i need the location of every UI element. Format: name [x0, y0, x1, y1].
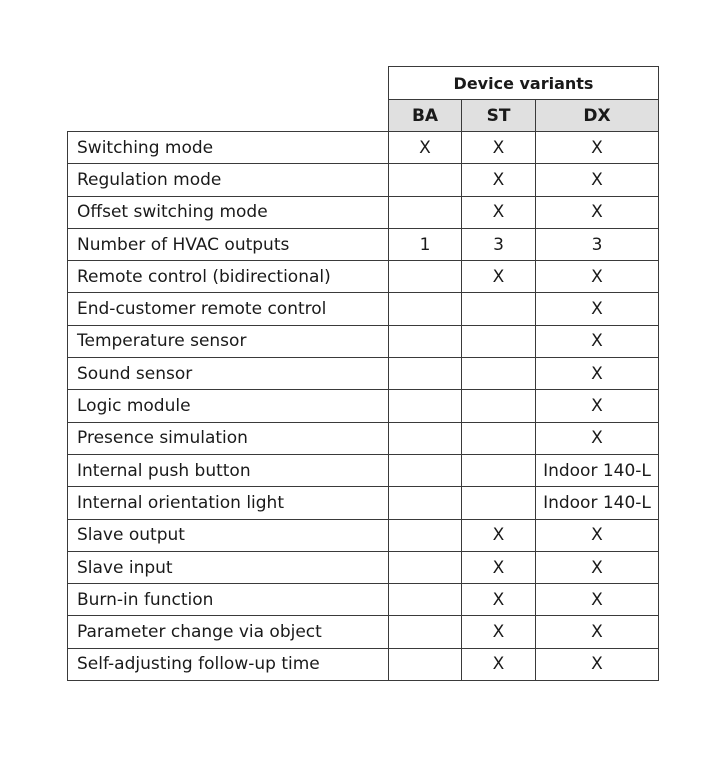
value-cell-dx: Indoor 140-L — [535, 453, 659, 488]
value-cell-ba: 1 — [388, 227, 462, 262]
value-cell-st — [461, 324, 536, 359]
table-row: Slave output X X — [67, 518, 659, 552]
feature-cell: Parameter change via object — [67, 615, 389, 649]
value-cell-st: X — [461, 518, 536, 552]
feature-cell: Self-adjusting follow-up time — [67, 647, 389, 682]
value-cell-dx: X — [535, 550, 659, 585]
value-cell-ba — [388, 163, 462, 197]
value-cell-dx: X — [535, 421, 659, 455]
value-cell-ba: X — [388, 130, 462, 165]
table-row: Remote control (bidirectional) X X — [67, 260, 659, 294]
value-cell-st: X — [461, 195, 536, 229]
group-header-row: Device variants — [68, 66, 659, 100]
value-cell-dx: X — [535, 195, 659, 229]
value-cell-st: 3 — [461, 227, 536, 262]
value-cell-ba — [388, 324, 462, 359]
value-cell-dx: X — [535, 583, 659, 617]
value-cell-ba — [388, 195, 462, 229]
table-row: Temperature sensor X — [67, 324, 659, 359]
table-row: Internal push button Indoor 140-L — [67, 453, 659, 488]
value-cell-ba — [388, 421, 462, 455]
table-row: Slave input X X — [67, 550, 659, 585]
value-cell-ba — [388, 583, 462, 617]
table-row: Self-adjusting follow-up time X X — [67, 647, 659, 682]
value-cell-dx: Indoor 140-L — [535, 486, 659, 520]
value-cell-dx: X — [535, 163, 659, 197]
feature-cell: Number of HVAC outputs — [67, 227, 389, 262]
value-cell-ba — [388, 389, 462, 423]
feature-cell: End-customer remote control — [67, 292, 389, 326]
blank-corner — [68, 67, 389, 132]
feature-cell: Sound sensor — [67, 357, 389, 391]
feature-cell: Switching mode — [67, 130, 389, 165]
table-row: Sound sensor X — [67, 357, 659, 391]
table-row: Presence simulation X — [67, 421, 659, 455]
value-cell-ba — [388, 292, 462, 326]
column-header-dx: DX — [535, 99, 659, 132]
value-cell-dx: X — [535, 389, 659, 423]
feature-cell: Burn-in function — [67, 583, 389, 617]
value-cell-dx: 3 — [535, 227, 659, 262]
table-row: Number of HVAC outputs 1 3 3 — [67, 227, 659, 262]
feature-cell: Offset switching mode — [67, 195, 389, 229]
feature-cell: Logic module — [67, 389, 389, 423]
value-cell-st: X — [461, 615, 536, 649]
device-variants-table: Device variants BA ST DX Switching mode X… — [67, 66, 659, 682]
value-cell-dx: X — [535, 324, 659, 359]
value-cell-st — [461, 453, 536, 488]
value-cell-dx: X — [535, 260, 659, 294]
feature-cell: Internal push button — [67, 453, 389, 488]
value-cell-ba — [388, 550, 462, 585]
value-cell-ba — [388, 647, 462, 682]
value-cell-ba — [388, 486, 462, 520]
value-cell-dx: X — [535, 130, 659, 165]
feature-cell: Internal orientation light — [67, 486, 389, 520]
value-cell-dx: X — [535, 357, 659, 391]
value-cell-st: X — [461, 260, 536, 294]
table-row: Regulation mode X X — [67, 163, 659, 197]
value-cell-st: X — [461, 647, 536, 682]
feature-cell: Regulation mode — [67, 163, 389, 197]
value-cell-dx: X — [535, 292, 659, 326]
table-row: Switching mode X X X — [67, 130, 659, 165]
feature-cell: Slave output — [67, 518, 389, 552]
value-cell-ba — [388, 357, 462, 391]
value-cell-ba — [388, 453, 462, 488]
table-row: Offset switching mode X X — [67, 195, 659, 229]
group-header: Device variants — [388, 66, 659, 100]
value-cell-st — [461, 357, 536, 391]
value-cell-dx: X — [535, 647, 659, 682]
value-cell-ba — [388, 260, 462, 294]
table-row: Burn-in function X X — [67, 583, 659, 617]
column-header-st: ST — [461, 99, 536, 132]
column-header-row: BA ST DX — [68, 99, 659, 132]
value-cell-dx: X — [535, 615, 659, 649]
value-cell-st: X — [461, 130, 536, 165]
table-row: Logic module X — [67, 389, 659, 423]
table-row: Parameter change via object X X — [67, 615, 659, 649]
value-cell-dx: X — [535, 518, 659, 552]
value-cell-ba — [388, 615, 462, 649]
feature-cell: Slave input — [67, 550, 389, 585]
feature-cell: Presence simulation — [67, 421, 389, 455]
value-cell-ba — [388, 518, 462, 552]
value-cell-st — [461, 421, 536, 455]
feature-cell: Remote control (bidirectional) — [67, 260, 389, 294]
table-body: Switching mode X X X Regulation mode X X Offset… — [67, 130, 659, 682]
value-cell-st: X — [461, 550, 536, 585]
table-row: Internal orientation light Indoor 140-L — [67, 486, 659, 520]
value-cell-st — [461, 292, 536, 326]
column-header-ba: BA — [388, 99, 462, 132]
value-cell-st — [461, 389, 536, 423]
value-cell-st: X — [461, 583, 536, 617]
value-cell-st — [461, 486, 536, 520]
table-row: End-customer remote control X — [67, 292, 659, 326]
value-cell-st: X — [461, 163, 536, 197]
feature-cell: Temperature sensor — [67, 324, 389, 359]
